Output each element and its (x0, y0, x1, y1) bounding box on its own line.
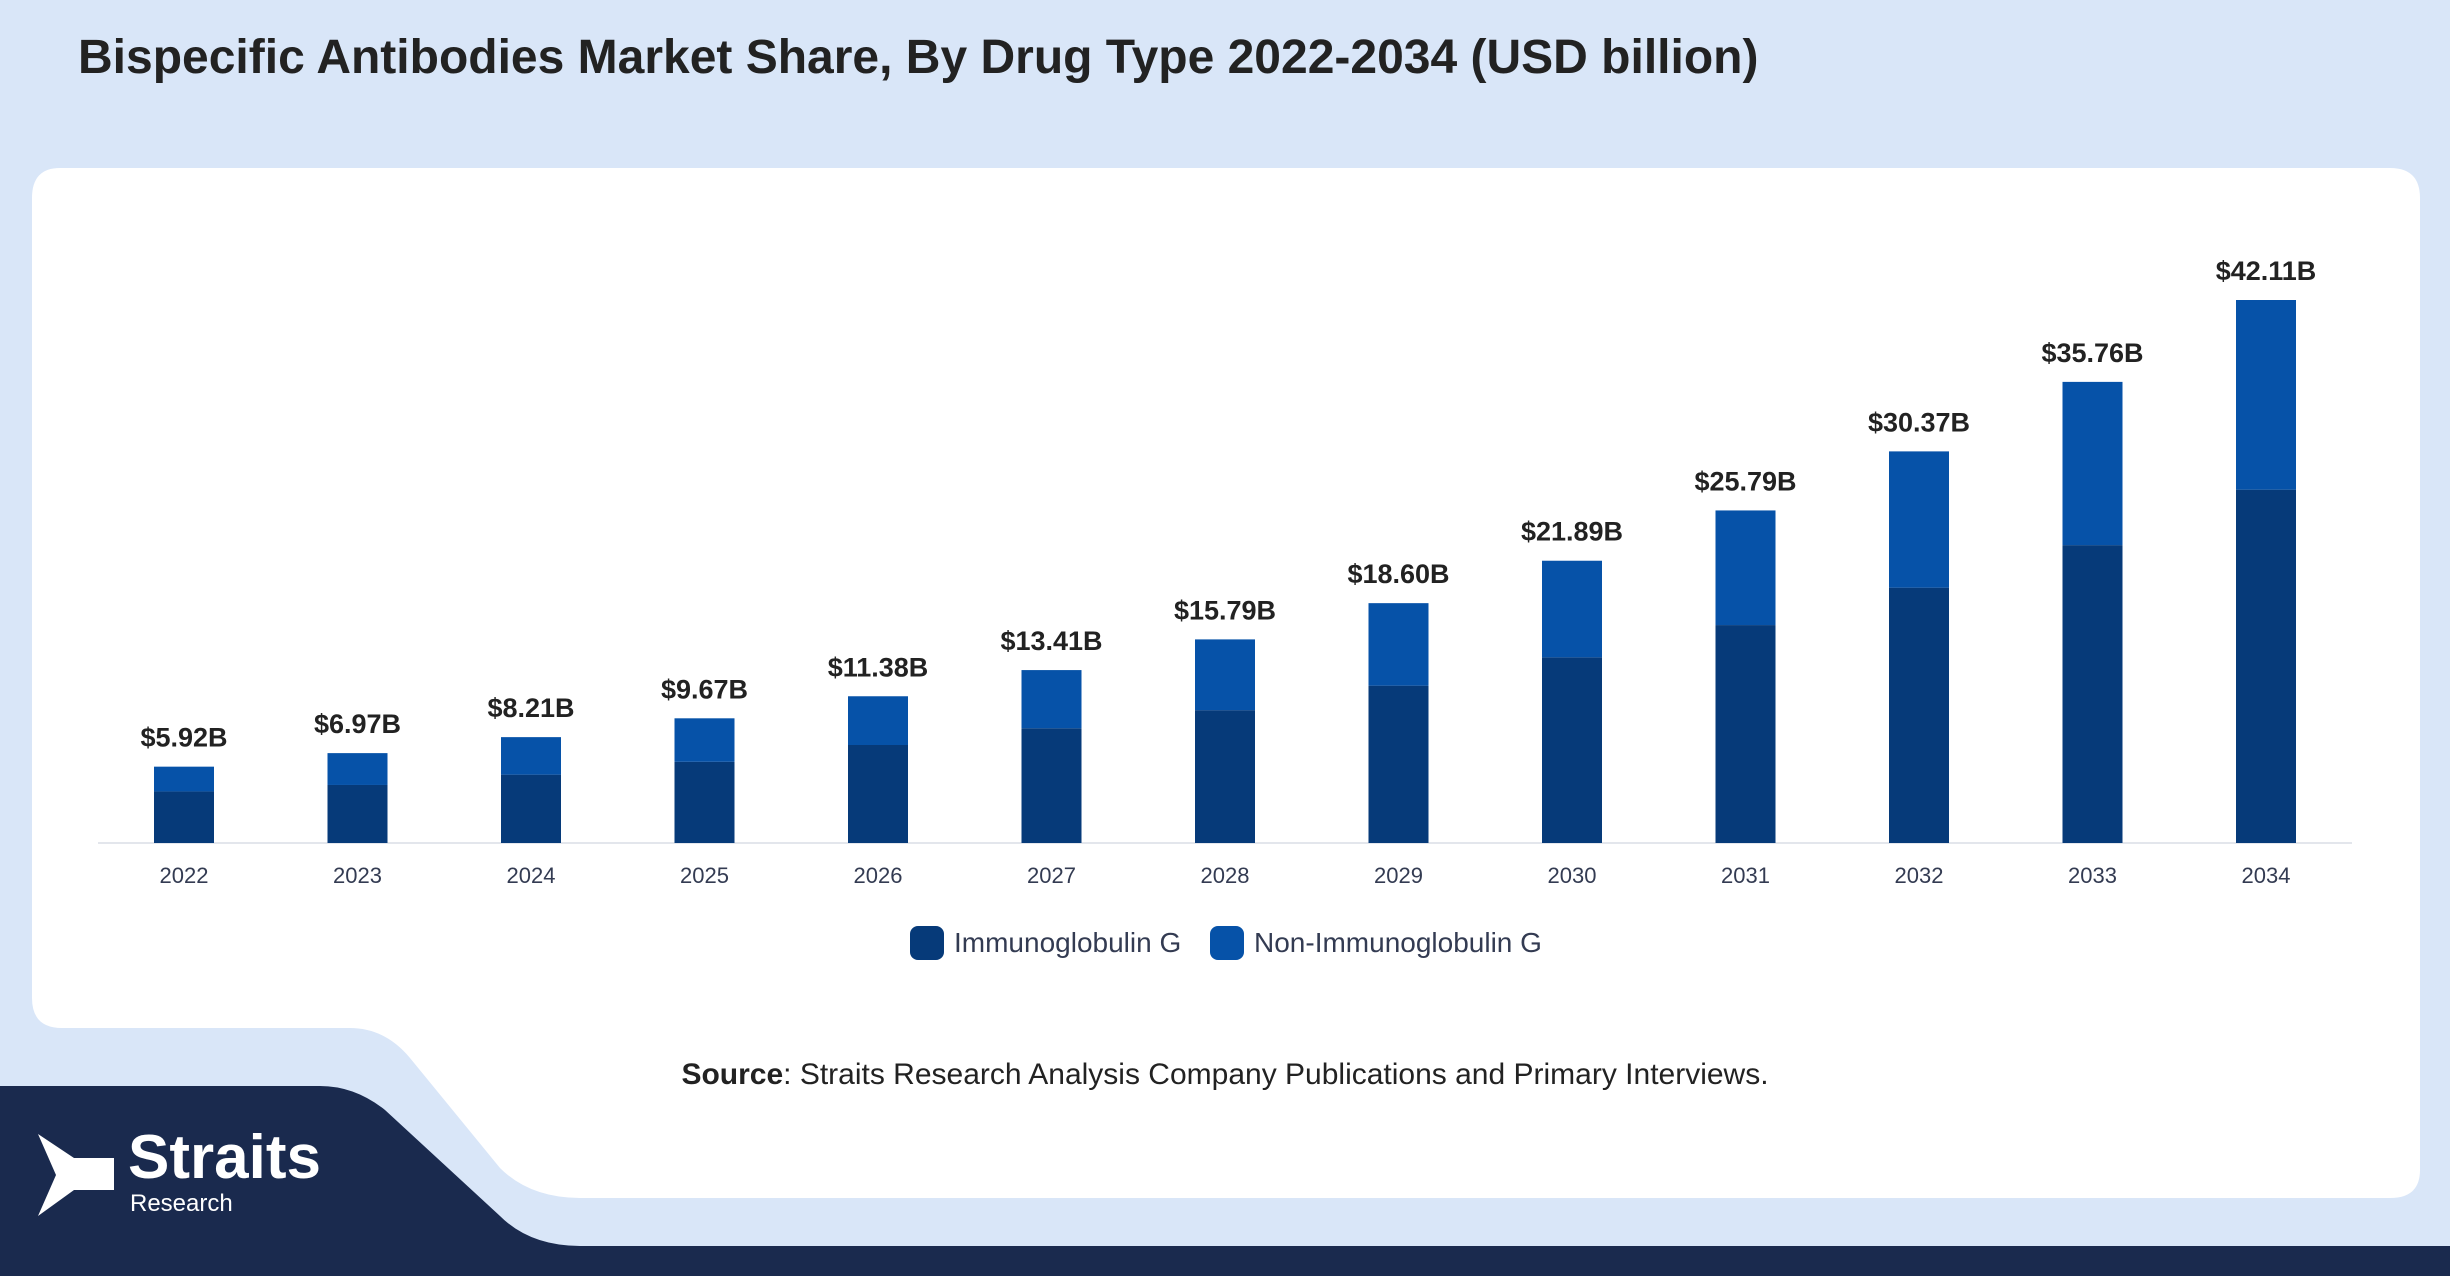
data-label-2024: $8.21B (487, 693, 574, 723)
data-label-2033: $35.76B (2041, 338, 2143, 368)
data-label-2029: $18.60B (1347, 559, 1449, 589)
footer-band (0, 1086, 2450, 1276)
x-tick-2030: 2030 (1548, 863, 1597, 888)
logo-wordmark: Straits (128, 1123, 321, 1192)
bar-segment-non-igg-2028 (1195, 639, 1255, 711)
x-tick-2029: 2029 (1374, 863, 1423, 888)
x-tick-2022: 2022 (160, 863, 209, 888)
bar-segment-non-igg-2034 (2236, 300, 2296, 490)
bar-segment-igg-2028 (1195, 710, 1255, 843)
x-tick-2032: 2032 (1895, 863, 1944, 888)
legend-label-igg: Immunoglobulin G (954, 927, 1181, 958)
logo-subtitle: Research (130, 1190, 233, 1217)
logo-arrow-icon (38, 1134, 114, 1216)
bar-segment-non-igg-2033 (2062, 381, 2123, 546)
chart-title: Bispecific Antibodies Market Share, By D… (78, 31, 1759, 84)
bar-segment-igg-2030 (1542, 657, 1602, 843)
bar-segment-igg-2023 (327, 784, 388, 843)
bar-segment-non-igg-2029 (1368, 603, 1429, 686)
data-label-2022: $5.92B (140, 723, 227, 753)
data-label-2030: $21.89B (1521, 517, 1623, 547)
bar-segment-igg-2032 (1889, 587, 1949, 843)
bar-segment-igg-2031 (1715, 625, 1776, 843)
x-tick-2025: 2025 (680, 863, 729, 888)
x-tick-2033: 2033 (2068, 863, 2117, 888)
data-label-2025: $9.67B (661, 674, 748, 704)
bar-segment-non-igg-2032 (1889, 451, 1949, 588)
source-text: : Straits Research Analysis Company Publ… (783, 1058, 1769, 1091)
bar-segment-non-igg-2023 (327, 753, 388, 785)
x-tick-2026: 2026 (854, 863, 903, 888)
data-label-2023: $6.97B (314, 709, 401, 739)
data-label-2034: $42.11B (2216, 256, 2317, 286)
source-label: Source (681, 1058, 784, 1091)
straits-logo: Straits Research (36, 1123, 356, 1228)
bars-group: $5.92B 2022 $6.97B 2023 $8.21B 2024 $9.67B 2025… (140, 256, 2316, 888)
source-note: Source: Straits Research Analysis Compan… (0, 1058, 2450, 1092)
legend: Immunoglobulin G Non-Immunoglobulin G (910, 926, 1542, 960)
bar-segment-non-igg-2027 (1021, 670, 1082, 729)
bar-segment-igg-2029 (1368, 685, 1429, 843)
x-tick-2024: 2024 (507, 863, 556, 888)
bar-segment-non-igg-2026 (848, 696, 908, 745)
bar-segment-non-igg-2025 (674, 718, 735, 762)
x-tick-2031: 2031 (1721, 863, 1770, 888)
bar-segment-non-igg-2031 (1715, 510, 1776, 626)
bar-segment-igg-2025 (674, 761, 735, 843)
data-label-2028: $15.79B (1174, 595, 1276, 625)
bar-segment-igg-2022 (154, 791, 214, 843)
bar-segment-igg-2024 (501, 774, 561, 843)
bar-segment-non-igg-2024 (501, 737, 561, 775)
x-tick-2023: 2023 (333, 863, 382, 888)
data-label-2027: $13.41B (1000, 626, 1102, 656)
legend-swatch-non-igg (1210, 926, 1244, 960)
bar-segment-igg-2033 (2062, 545, 2123, 843)
legend-swatch-igg (910, 926, 944, 960)
x-tick-2027: 2027 (1027, 863, 1076, 888)
x-tick-2028: 2028 (1201, 863, 1250, 888)
legend-label-non-igg: Non-Immunoglobulin G (1254, 927, 1542, 958)
bar-segment-non-igg-2022 (154, 766, 214, 792)
data-label-2031: $25.79B (1694, 466, 1796, 496)
data-label-2032: $30.37B (1868, 407, 1970, 437)
bar-segment-non-igg-2030 (1542, 560, 1602, 658)
bar-segment-igg-2027 (1021, 728, 1082, 843)
data-label-2026: $11.38B (828, 652, 929, 682)
x-tick-2034: 2034 (2242, 863, 2291, 888)
bar-segment-igg-2026 (848, 744, 908, 843)
bar-segment-igg-2034 (2236, 489, 2296, 843)
